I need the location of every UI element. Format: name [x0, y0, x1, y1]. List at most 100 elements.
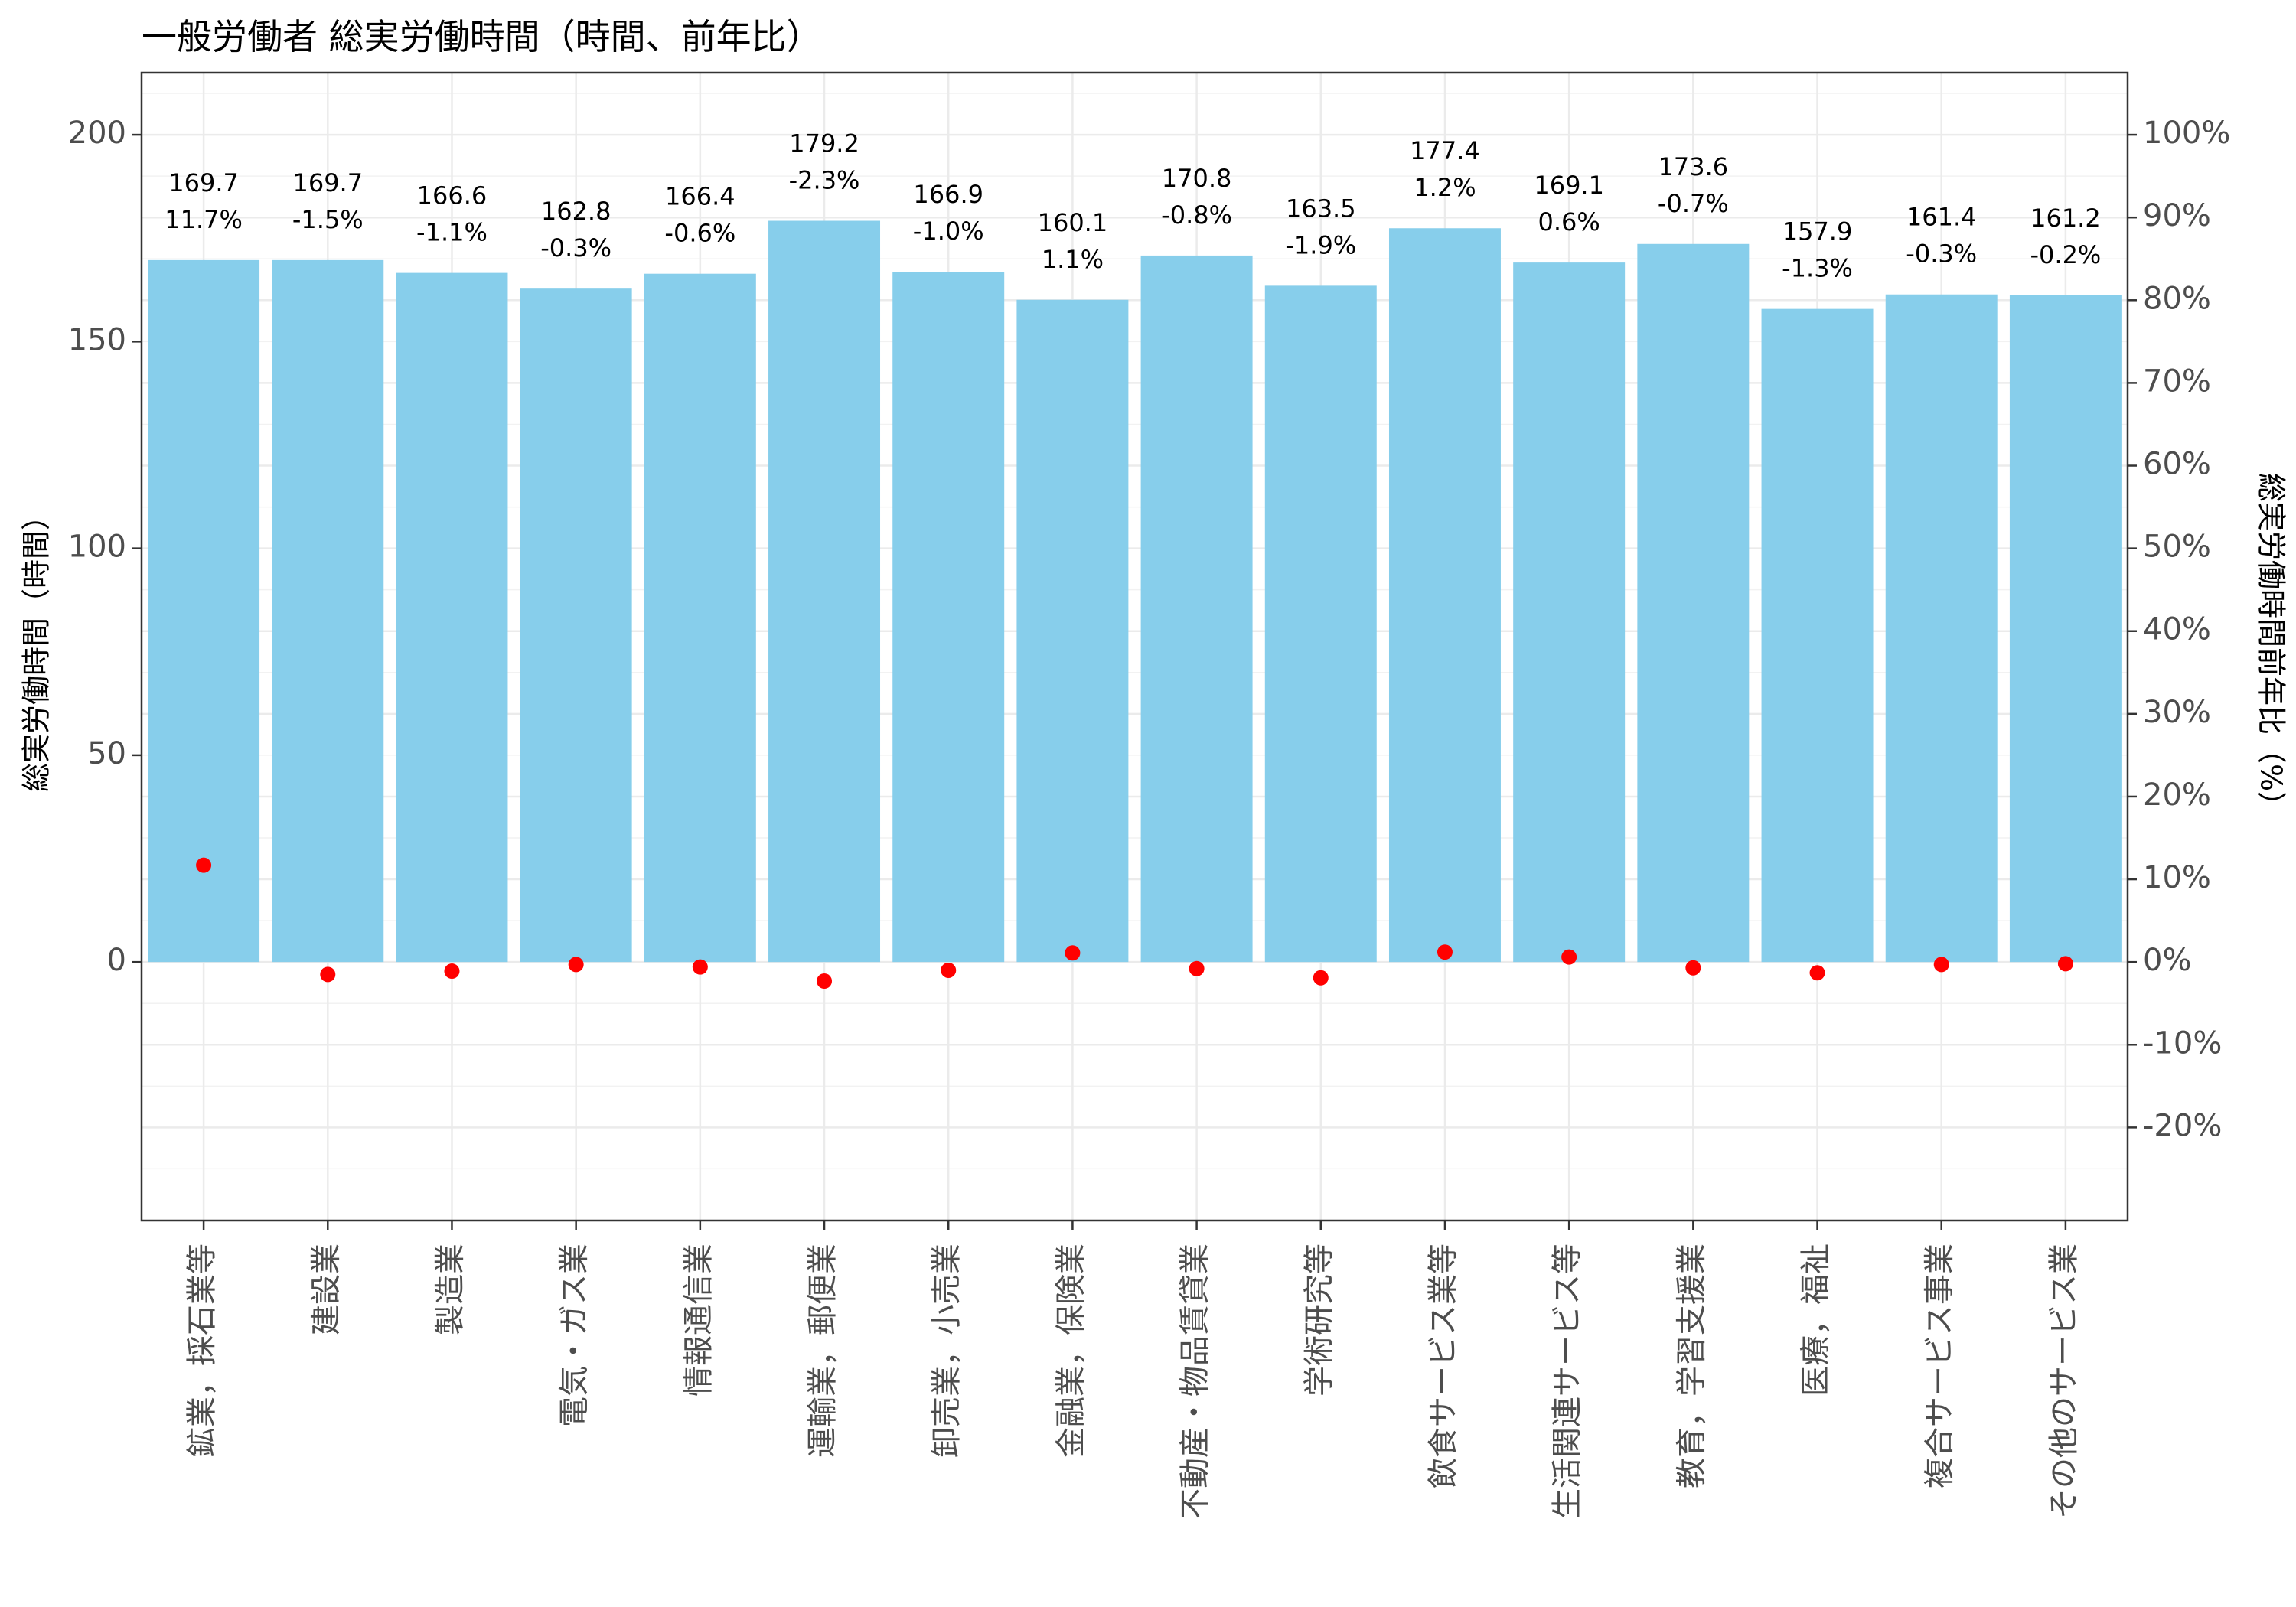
x-tick-label: 建設業 — [308, 1244, 344, 1335]
data-point — [1933, 957, 1949, 973]
x-tick-label: 卸売業，小売業 — [929, 1244, 964, 1458]
bar — [1140, 255, 1253, 963]
data-point — [1809, 965, 1825, 981]
x-tick-label: 教育，学習支援業 — [1674, 1244, 1709, 1488]
y2-tick-label: 100% — [2143, 116, 2230, 151]
y2-tick-label: 70% — [2143, 363, 2211, 399]
data-point — [692, 959, 708, 975]
bar — [148, 259, 260, 963]
pct-label: -0.8% — [1161, 200, 1232, 230]
pct-label: -1.0% — [913, 217, 984, 246]
y2-tick-label: 50% — [2143, 530, 2211, 565]
label-layer: 169.7 11.7% 169.7 -1.5% 166.6 -1.1% 162.8 -0.3%… — [165, 129, 2101, 283]
data-point — [444, 963, 460, 980]
pct-label: 1.2% — [1414, 173, 1476, 202]
data-point — [320, 966, 336, 983]
value-label: 169.7 — [168, 168, 239, 197]
pct-label: -0.2% — [2030, 240, 2101, 269]
data-point — [941, 962, 957, 978]
value-label: 179.2 — [789, 129, 859, 158]
chart-title: 一般労働者 総実労働時間（時間、前年比） — [142, 16, 822, 57]
value-label: 169.7 — [292, 168, 363, 197]
data-point — [1561, 949, 1577, 965]
bar — [1885, 294, 1998, 963]
pct-label: 0.6% — [1538, 207, 1600, 236]
pct-label: -1.9% — [1285, 230, 1356, 259]
pct-label: -1.3% — [1782, 254, 1853, 283]
x-tick-label: 複合サービス事業 — [1923, 1244, 1958, 1488]
value-label: 157.9 — [1782, 217, 1853, 246]
value-label: 170.8 — [1162, 164, 1232, 193]
bar — [520, 288, 632, 963]
bar — [1016, 299, 1129, 963]
y-tick-label: 100 — [68, 530, 126, 565]
bar — [892, 272, 1005, 963]
y2-tick-label: -20% — [2143, 1108, 2222, 1143]
bar — [1388, 228, 1501, 963]
bar — [1761, 308, 1874, 963]
bar — [644, 273, 756, 963]
pct-label: -0.6% — [664, 219, 735, 248]
data-point — [196, 857, 212, 873]
y2-tick-label: -10% — [2143, 1025, 2222, 1061]
y2-tick-label: 30% — [2143, 695, 2211, 730]
data-point — [1685, 960, 1701, 976]
pct-label: 1.1% — [1042, 245, 1104, 274]
x-tick-label: 飲食サービス業等 — [1426, 1244, 1461, 1488]
y2-tick-label: 80% — [2143, 281, 2211, 316]
y2-tick-label: 10% — [2143, 860, 2211, 895]
value-label: 162.8 — [541, 197, 612, 226]
pct-label: -2.3% — [789, 166, 860, 195]
point-layer — [196, 857, 2073, 989]
value-label: 166.9 — [913, 180, 983, 209]
value-label: 166.6 — [417, 181, 488, 210]
pct-label: 11.7% — [165, 205, 243, 234]
value-label: 166.4 — [665, 182, 735, 211]
bar — [2009, 295, 2122, 963]
value-label: 169.1 — [1534, 171, 1604, 200]
pct-label: -0.7% — [1658, 189, 1729, 218]
y-tick-label: 150 — [68, 322, 126, 357]
y2-tick-label: 60% — [2143, 447, 2211, 482]
pct-label: -0.3% — [1906, 240, 1977, 269]
x-tick-label: 不動産・物品賃貸業 — [1178, 1244, 1213, 1519]
y2-axis-title: 総実労働時間前年比（%） — [2255, 473, 2288, 820]
x-tick-label: 情報通信業 — [681, 1244, 716, 1397]
x-tick-label: その他のサービス業 — [2047, 1244, 2082, 1519]
bar — [1513, 262, 1626, 963]
y-axis-title: 総実労働時間（時間） — [20, 501, 54, 792]
bar — [1637, 243, 1750, 963]
data-point — [817, 973, 833, 989]
value-label: 161.4 — [1906, 203, 1977, 232]
x-tick-label: 電気・ガス業 — [557, 1244, 592, 1427]
y2-tick-label: 0% — [2143, 943, 2191, 978]
x-tick-label: 学術研究等 — [1302, 1244, 1337, 1397]
bar — [1264, 285, 1377, 963]
data-point — [1313, 970, 1329, 986]
pct-label: -1.5% — [292, 205, 364, 234]
y2-tick-label: 20% — [2143, 777, 2211, 813]
value-label: 160.1 — [1038, 208, 1108, 237]
y-tick-label: 50 — [87, 736, 126, 771]
plot-border — [140, 71, 2129, 1222]
bar — [272, 259, 384, 963]
data-point — [1065, 945, 1081, 961]
data-point — [1189, 960, 1205, 976]
bar-layer — [148, 220, 2122, 963]
x-tick-label: 鉱業，採石業等 — [184, 1244, 220, 1458]
x-tick-label: 製造業 — [432, 1244, 468, 1335]
x-tick-label: 医療，福祉 — [1799, 1244, 1834, 1397]
y2-tick-label: 90% — [2143, 198, 2211, 233]
y-tick-label: 0 — [107, 943, 126, 978]
bar — [768, 220, 881, 963]
value-label: 177.4 — [1410, 136, 1480, 165]
data-point — [2057, 956, 2073, 972]
pct-label: -0.3% — [540, 233, 612, 262]
pct-label: -1.1% — [416, 218, 488, 247]
x-tick-label: 運輸業，郵便業 — [805, 1244, 840, 1458]
value-label: 161.2 — [2030, 204, 2101, 233]
x-tick-label: 金融業，保険業 — [1053, 1244, 1088, 1458]
bar — [396, 272, 508, 963]
